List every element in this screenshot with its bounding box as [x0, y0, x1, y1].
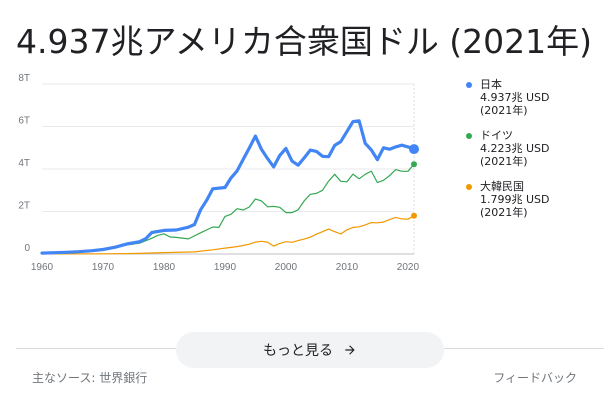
legend-dot-icon — [466, 82, 472, 88]
legend-item-germany[interactable]: ドイツ 4.223兆 USD (2021年) — [466, 129, 601, 168]
legend-name: 大韓民国 — [480, 180, 524, 193]
y-axis: 0 2T 4T 6T 8T — [18, 73, 30, 254]
y-tick-label: 2T — [18, 201, 30, 212]
end-marker-germany — [411, 161, 417, 168]
y-tick-label: 8T — [18, 73, 30, 84]
x-tick-label: 1960 — [31, 262, 54, 273]
chart-legend: 日本 4.937兆 USD (2021年) ドイツ 4.223兆 USD (20… — [466, 78, 601, 231]
chart-series[interactable] — [40, 119, 416, 255]
y-tick-label: 4T — [18, 158, 30, 169]
page-title: 4.937兆アメリカ合衆国ドル (2021年) — [16, 22, 593, 61]
legend-name: ドイツ — [480, 129, 513, 142]
x-tick-label: 1980 — [153, 262, 176, 273]
chart-grid — [42, 83, 415, 255]
divider-right — [444, 348, 604, 349]
divider-left — [16, 348, 176, 349]
y-tick-label: 0 — [24, 243, 30, 254]
more-button-label: もっと見る — [263, 343, 333, 359]
x-tick-label: 2020 — [397, 262, 420, 273]
legend-value: 1.799兆 USD — [480, 193, 550, 206]
legend-item-korea[interactable]: 大韓民国 1.799兆 USD (2021年) — [466, 180, 601, 219]
series-line-korea[interactable] — [41, 215, 415, 255]
legend-year: (2021年) — [480, 104, 528, 117]
series-line-germany[interactable] — [102, 163, 415, 251]
x-tick-label: 2010 — [336, 262, 359, 273]
x-tick-label: 2000 — [275, 262, 298, 273]
legend-name: 日本 — [480, 78, 502, 91]
x-tick-label: 1990 — [214, 262, 237, 273]
source-text: 主なソース: 世界銀行 — [32, 371, 148, 385]
x-tick-label: 1970 — [92, 262, 115, 273]
legend-value: 4.223兆 USD — [480, 142, 550, 155]
legend-dot-icon — [466, 133, 472, 139]
legend-year: (2021年) — [480, 155, 528, 168]
y-tick-label: 6T — [18, 116, 30, 127]
x-axis: 1960 1970 1980 1990 2000 2010 2020 — [31, 262, 420, 273]
legend-year: (2021年) — [480, 206, 528, 219]
legend-dot-icon — [466, 184, 472, 190]
series-line-japan[interactable] — [40, 119, 416, 255]
more-button[interactable]: もっと見る — [176, 332, 444, 368]
legend-value: 4.937兆 USD — [480, 91, 550, 104]
chart-end-markers — [409, 144, 419, 219]
feedback-link[interactable]: フィードバック — [493, 371, 577, 385]
legend-item-japan[interactable]: 日本 4.937兆 USD (2021年) — [466, 78, 601, 117]
end-marker-korea — [411, 212, 417, 219]
end-marker-japan — [409, 144, 419, 155]
arrow-right-icon — [345, 345, 355, 355]
